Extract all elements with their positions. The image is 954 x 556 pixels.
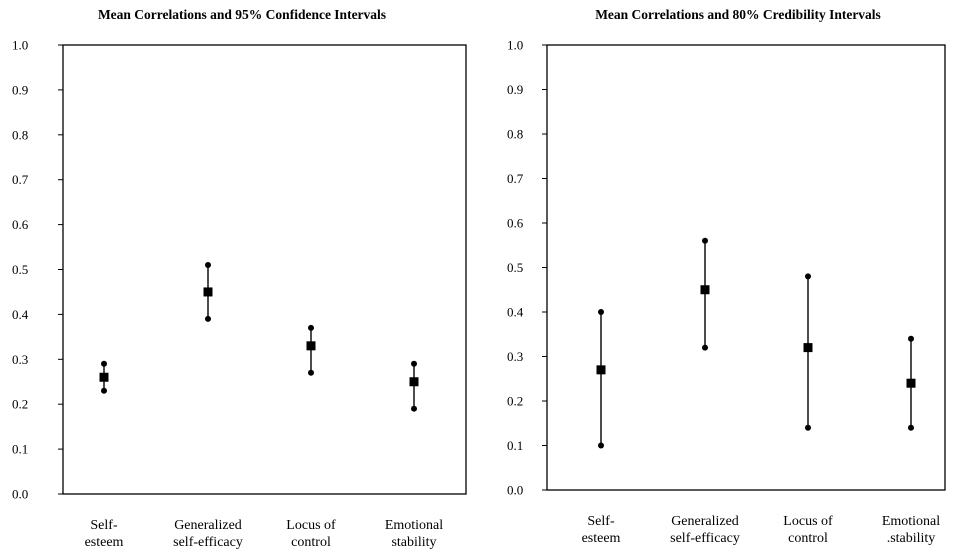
lower-bound-point	[908, 424, 914, 431]
mean-marker	[803, 343, 813, 353]
chart-panel-confidence-intervals: Mean Correlations and 95% Confidence Int…	[12, 7, 467, 550]
y-tick-label: 0.1	[507, 438, 523, 453]
mean-marker	[906, 378, 916, 388]
plot-frame	[62, 44, 467, 495]
x-category-label: Locus of control	[783, 514, 833, 546]
y-tick-label: 0.6	[12, 217, 29, 232]
x-category-label: Generalized self-efficacy	[670, 514, 740, 546]
y-tick-label: 0.7	[12, 172, 29, 187]
mean-marker	[409, 377, 419, 387]
y-tick-label: 0.1	[12, 442, 28, 457]
y-tick-label: 0.4	[12, 307, 29, 322]
lower-bound-point	[411, 405, 417, 412]
y-tick-label: 0.6	[507, 216, 524, 231]
y-tick-label: 0.8	[12, 127, 28, 142]
y-tick-label: 0.3	[12, 352, 28, 367]
x-category-label: Locus of control	[286, 518, 336, 550]
chart-title: Mean Correlations and 95% Confidence Int…	[98, 7, 386, 22]
mean-marker	[203, 287, 213, 297]
x-category-label: Generalized self-efficacy	[173, 518, 243, 550]
lower-bound-point	[205, 315, 211, 322]
y-tick-label: 0.2	[12, 397, 28, 412]
y-tick-label: 1.0	[507, 38, 523, 53]
x-category-label: Self-esteem	[85, 518, 124, 550]
y-tick-label: 0.0	[12, 487, 28, 502]
y-tick-label: 0.9	[507, 82, 523, 97]
lower-bound-point	[805, 424, 811, 431]
y-tick-label: 0.5	[507, 260, 523, 275]
upper-bound-point	[908, 335, 914, 342]
y-tick-label: 0.5	[12, 262, 28, 277]
mean-marker	[596, 365, 606, 375]
chart-title: Mean Correlations and 80% Credibility In…	[595, 7, 881, 22]
mean-marker	[700, 285, 710, 295]
y-tick-label: 0.9	[12, 82, 28, 97]
chart-panel-credibility-intervals: Mean Correlations and 80% Credibility In…	[507, 7, 946, 546]
y-tick-label: 0.0	[507, 483, 523, 498]
lower-bound-point	[702, 344, 708, 351]
upper-bound-point	[598, 309, 604, 315]
upper-bound-point	[101, 360, 107, 367]
upper-bound-point	[411, 360, 417, 367]
lower-bound-point	[598, 442, 604, 449]
y-tick-label: 0.3	[507, 349, 523, 364]
upper-bound-point	[308, 324, 314, 331]
x-category-label: Self-esteem	[582, 514, 621, 546]
mean-marker	[306, 341, 316, 351]
plot-frame	[546, 44, 946, 491]
y-tick-label: 0.7	[507, 171, 524, 186]
y-tick-label: 0.2	[507, 394, 523, 409]
mean-marker	[99, 372, 109, 382]
lower-bound-point	[308, 369, 314, 376]
x-category-label: Emotional stability	[385, 518, 443, 550]
x-category-label: Emotional .stability	[882, 514, 940, 546]
y-tick-label: 1.0	[12, 38, 28, 53]
upper-bound-point	[205, 262, 211, 269]
upper-bound-point	[805, 273, 811, 280]
y-tick-label: 0.4	[507, 305, 524, 320]
lower-bound-point	[101, 387, 107, 394]
upper-bound-point	[702, 237, 708, 244]
y-tick-label: 0.8	[507, 127, 523, 142]
